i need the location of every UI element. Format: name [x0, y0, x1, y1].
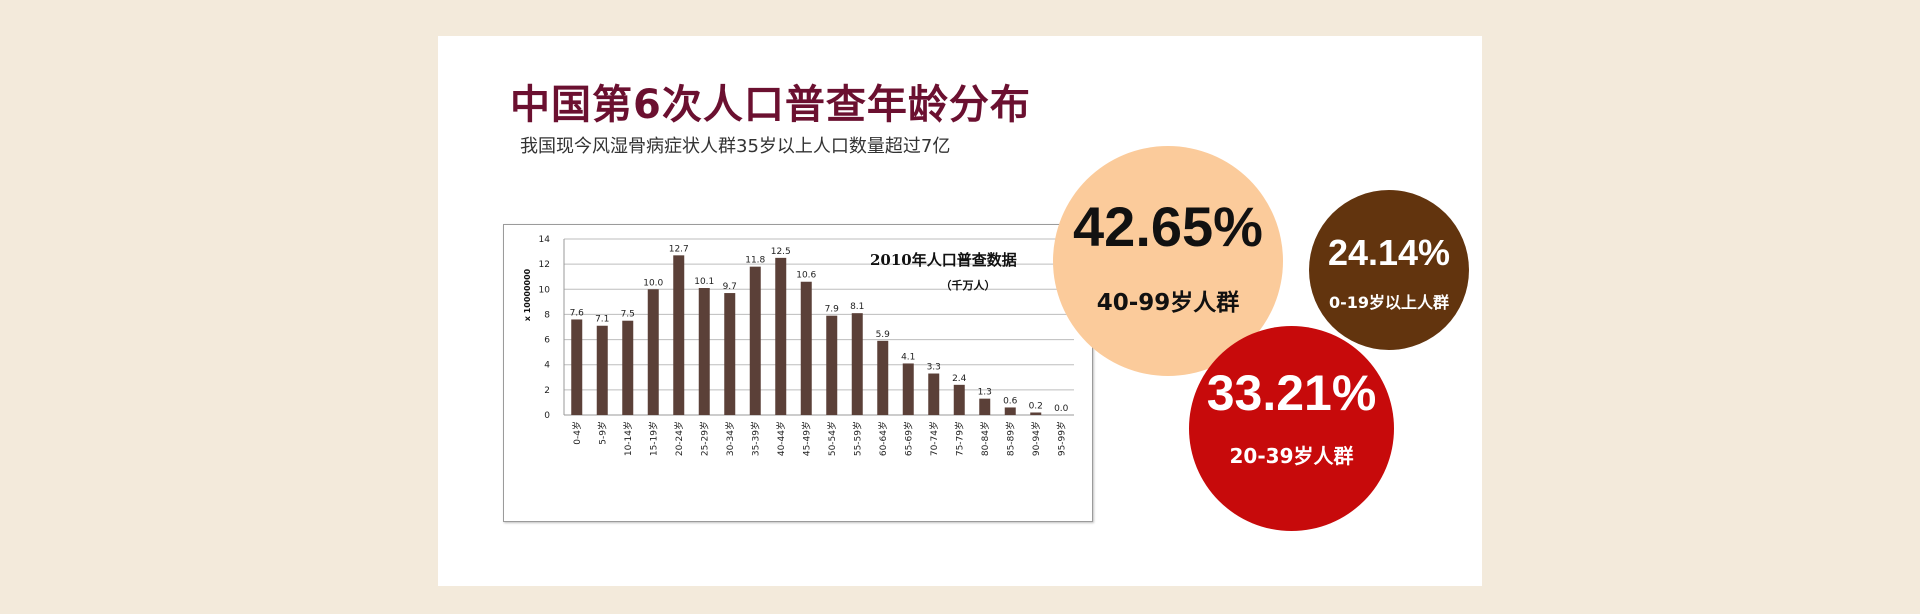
bar-value-label: 12.7: [669, 244, 689, 254]
x-tick-label: 90-94岁: [1030, 421, 1042, 456]
bar-value-label: 9.7: [723, 282, 737, 292]
bar-value-label: 0.0: [1054, 404, 1069, 414]
y-tick-label: 10: [539, 285, 551, 295]
x-tick-label: 40-44岁: [775, 421, 787, 456]
bar-chart: 0 2 4 6 8 10 12 14 7.6 0-4岁 7.1 5-9岁 7.5 10-14岁 10.0 15…: [523, 235, 1074, 456]
x-tick-label: 25-29岁: [698, 421, 710, 456]
y-tick-label: 12: [539, 260, 550, 270]
bar: [698, 288, 710, 415]
stat-label: 20-39岁人群: [1229, 444, 1354, 468]
x-tick-label: 20-24岁: [673, 421, 685, 456]
x-tick-label: 10-14岁: [622, 421, 634, 456]
bar: [673, 255, 685, 415]
x-tick-label: 5-9岁: [596, 421, 608, 445]
x-tick-label: 60-64岁: [877, 421, 889, 456]
x-tick-label: 85-89岁: [1004, 421, 1016, 456]
stat-percent: 33.21%: [1206, 365, 1377, 421]
stat-bubble-20-39: 33.21% 20-39岁人群: [1189, 326, 1394, 531]
bar-value-label: 1.3: [978, 388, 992, 398]
bar-value-label: 7.5: [621, 310, 635, 320]
bar-value-label: 0.6: [1003, 396, 1018, 406]
bar-value-label: 10.0: [643, 278, 663, 288]
bar-value-label: 0.2: [1029, 401, 1043, 411]
bar: [724, 293, 736, 415]
bar: [775, 257, 787, 415]
bar: [647, 289, 659, 415]
bar-value-label: 12.5: [771, 247, 791, 257]
bar: [1030, 412, 1042, 415]
chart-unit: （千万人）: [941, 278, 996, 292]
x-tick-label: 55-59岁: [851, 421, 863, 456]
bar-value-label: 10.6: [796, 271, 816, 281]
bar-chart-frame: 0 2 4 6 8 10 12 14 7.6 0-4岁 7.1 5-9岁 7.5 10-14岁 10.0 15…: [503, 224, 1093, 522]
bar-value-label: 3.3: [927, 363, 941, 373]
bar: [826, 315, 838, 415]
x-tick-label: 65-69岁: [902, 421, 914, 456]
y-tick-label: 6: [544, 336, 550, 346]
bar: [622, 320, 634, 415]
page-subtitle: 我国现今风湿骨病症状人群35岁以上人口数量超过7亿: [520, 136, 951, 157]
bar-value-label: 7.9: [825, 305, 840, 315]
stat-label: 40-99岁人群: [1096, 290, 1240, 316]
bar: [800, 281, 812, 415]
x-tick-label: 30-34岁: [724, 421, 736, 456]
bar-value-label: 10.1: [694, 277, 714, 287]
page-title: 中国第6次人口普查年龄分布: [510, 82, 1031, 128]
x-tick-label: 50-54岁: [826, 421, 838, 456]
bar: [953, 384, 965, 415]
bar-value-label: 7.6: [570, 308, 585, 318]
bar: [851, 313, 863, 415]
stat-bubble-40-99: 42.65% 40-99岁人群: [1053, 146, 1283, 376]
bar: [979, 398, 991, 415]
y-tick-label: 2: [544, 386, 550, 396]
x-tick-label: 45-49岁: [800, 421, 812, 456]
bar: [596, 325, 608, 415]
bar-value-label: 7.1: [595, 315, 609, 325]
bar: [902, 363, 914, 415]
stat-label: 0-19岁以上人群: [1328, 293, 1450, 312]
bar: [877, 340, 889, 415]
x-tick-label: 35-39岁: [749, 421, 761, 456]
x-tick-label: 80-84岁: [979, 421, 991, 456]
y-tick-label: 8: [544, 310, 550, 320]
stat-percent: 42.65%: [1073, 195, 1263, 258]
y-tick-label: 0: [544, 411, 550, 421]
bar: [928, 373, 940, 415]
bar-value-label: 2.4: [952, 374, 967, 384]
stat-bubble-0-19: 24.14% 0-19岁以上人群: [1309, 190, 1469, 350]
bar: [1004, 407, 1016, 415]
bar-value-label: 8.1: [850, 302, 864, 312]
x-tick-label: 15-19岁: [647, 421, 659, 456]
x-tick-label: 70-74岁: [928, 421, 940, 456]
bar-value-label: 5.9: [876, 330, 891, 340]
x-tick-label: 95-99岁: [1055, 421, 1067, 456]
x-tick-label: 75-79岁: [953, 421, 965, 456]
bar-value-label: 4.1: [901, 352, 915, 362]
bar: [749, 266, 761, 415]
chart-title: 2010年人口普查数据: [870, 251, 1017, 269]
bar: [571, 319, 583, 415]
y-axis-label: x 10000000: [523, 268, 532, 321]
y-tick-label: 14: [539, 235, 551, 245]
x-tick-label: 0-4岁: [571, 421, 583, 445]
y-tick-label: 4: [544, 361, 550, 371]
bar-value-label: 11.8: [745, 256, 765, 266]
stat-percent: 24.14%: [1327, 232, 1451, 273]
